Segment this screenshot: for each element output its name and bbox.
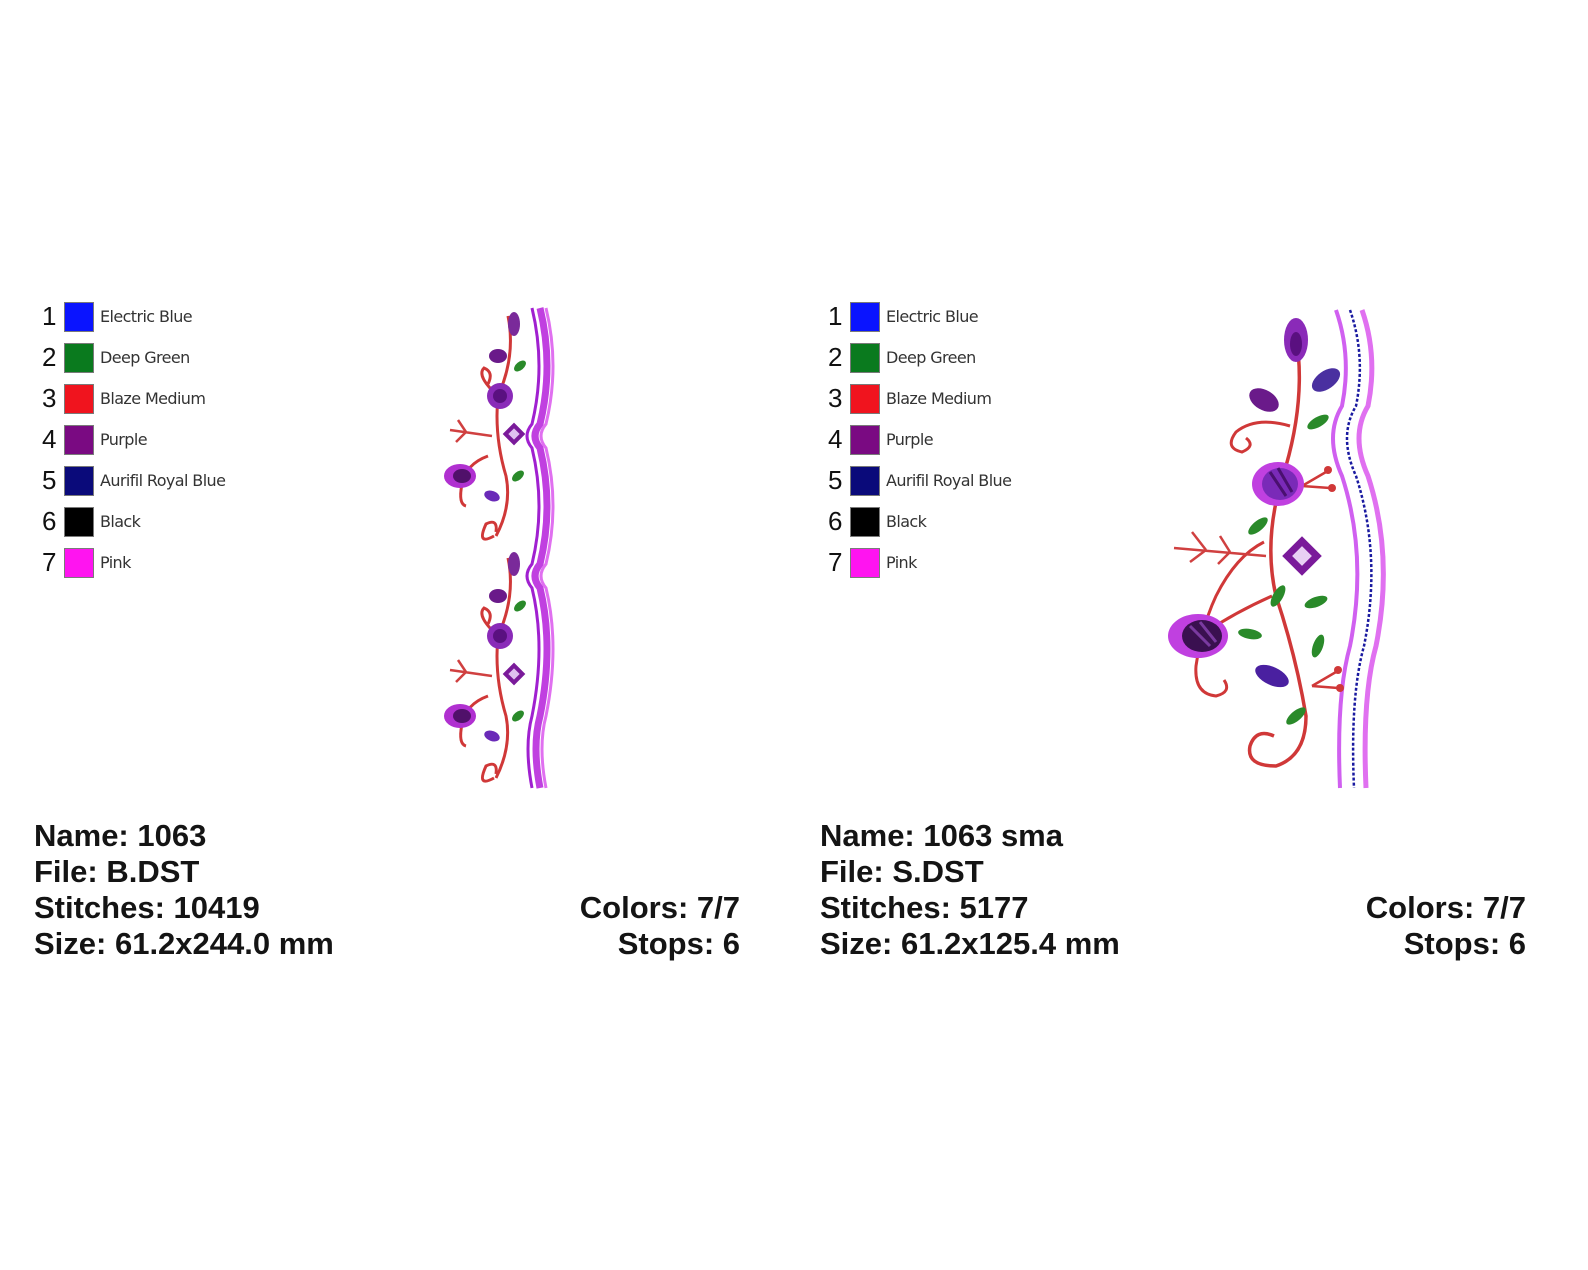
color-row: 2 Deep Green bbox=[828, 337, 1011, 378]
color-number: 4 bbox=[828, 424, 843, 454]
color-name: Black bbox=[100, 512, 141, 531]
design-colors-count: Colors: 7/7 bbox=[579, 890, 740, 925]
design-stitches: Stitches: 10419 bbox=[34, 890, 260, 925]
color-row: 7 Pink bbox=[828, 542, 1011, 583]
design-colors-count: Colors: 7/7 bbox=[1365, 890, 1526, 925]
color-row: 6 Black bbox=[42, 501, 225, 542]
design-name: Name: 1063 sma bbox=[820, 818, 1063, 853]
color-name: Pink bbox=[100, 553, 131, 572]
color-number: 1 bbox=[828, 301, 843, 331]
color-name: Aurifil Royal Blue bbox=[886, 471, 1012, 490]
color-list: 1 Electric Blue 2 Deep Green 3 Blaze Med… bbox=[42, 296, 226, 583]
design-size: Size: 61.2x125.4 mm bbox=[820, 926, 1120, 961]
design-stats: Colors: 7/7 Stops: 6 bbox=[1366, 890, 1526, 962]
color-name: Aurifil Royal Blue bbox=[100, 471, 226, 490]
color-swatch bbox=[64, 547, 94, 578]
color-number: 6 bbox=[828, 506, 843, 536]
color-row: 4 Purple bbox=[828, 419, 1011, 460]
design-name: Name: 1063 bbox=[34, 818, 207, 853]
color-row: 3 Blaze Medium bbox=[828, 378, 1011, 419]
embroidery-design-preview bbox=[1168, 309, 1386, 789]
color-name: Purple bbox=[886, 430, 934, 449]
color-row: 1 Electric Blue bbox=[42, 296, 225, 337]
color-number: 3 bbox=[42, 383, 57, 413]
color-name: Electric Blue bbox=[886, 307, 979, 326]
color-swatch bbox=[850, 547, 880, 578]
design-info: Name: 1063 sma File: S.DST Stitches: 517… bbox=[820, 818, 1120, 962]
color-number: 5 bbox=[828, 465, 843, 495]
color-swatch bbox=[64, 383, 94, 414]
color-name: Purple bbox=[100, 430, 148, 449]
design-info: Name: 1063 File: B.DST Stitches: 10419 S… bbox=[34, 818, 334, 962]
design-size: Size: 61.2x244.0 mm bbox=[34, 926, 334, 961]
color-row: 7 Pink bbox=[42, 542, 225, 583]
color-name: Electric Blue bbox=[100, 307, 193, 326]
color-swatch bbox=[850, 465, 880, 496]
design-panel-left: 1 Electric Blue 2 Deep Green 3 Blaze Med… bbox=[0, 0, 760, 1270]
design-stops: Stops: 6 bbox=[617, 926, 740, 961]
color-row: 3 Blaze Medium bbox=[42, 378, 225, 419]
color-number: 2 bbox=[828, 342, 843, 372]
color-number: 7 bbox=[42, 547, 57, 577]
color-list: 1 Electric Blue 2 Deep Green 3 Blaze Med… bbox=[828, 296, 1012, 583]
embroidery-design-preview bbox=[444, 307, 555, 789]
color-number: 3 bbox=[828, 383, 843, 413]
color-name: Blaze Medium bbox=[886, 389, 992, 408]
color-swatch bbox=[64, 424, 94, 455]
color-number: 4 bbox=[42, 424, 57, 454]
color-name: Deep Green bbox=[100, 348, 190, 367]
color-row: 4 Purple bbox=[42, 419, 225, 460]
design-panel-right: 1 Electric Blue 2 Deep Green 3 Blaze Med… bbox=[786, 0, 1546, 1270]
color-number: 7 bbox=[828, 547, 843, 577]
color-name: Pink bbox=[886, 553, 917, 572]
color-swatch bbox=[850, 383, 880, 414]
color-swatch bbox=[850, 506, 880, 537]
color-row: 6 Black bbox=[828, 501, 1011, 542]
color-number: 2 bbox=[42, 342, 57, 372]
color-number: 6 bbox=[42, 506, 57, 536]
color-number: 1 bbox=[42, 301, 57, 331]
color-number: 5 bbox=[42, 465, 57, 495]
color-swatch bbox=[64, 506, 94, 537]
color-row: 1 Electric Blue bbox=[828, 296, 1011, 337]
color-name: Deep Green bbox=[886, 348, 976, 367]
color-swatch bbox=[64, 301, 94, 332]
color-row: 2 Deep Green bbox=[42, 337, 225, 378]
color-swatch bbox=[64, 465, 94, 496]
design-stops: Stops: 6 bbox=[1403, 926, 1526, 961]
design-file: File: B.DST bbox=[34, 854, 200, 889]
color-swatch bbox=[850, 301, 880, 332]
color-row: 5 Aurifil Royal Blue bbox=[42, 460, 226, 501]
design-file: File: S.DST bbox=[820, 854, 984, 889]
color-swatch bbox=[64, 342, 94, 373]
color-name: Blaze Medium bbox=[100, 389, 206, 408]
color-row: 5 Aurifil Royal Blue bbox=[828, 460, 1012, 501]
design-stitches: Stitches: 5177 bbox=[820, 890, 1029, 925]
color-swatch bbox=[850, 424, 880, 455]
color-name: Black bbox=[886, 512, 927, 531]
design-stats: Colors: 7/7 Stops: 6 bbox=[580, 890, 740, 962]
color-swatch bbox=[850, 342, 880, 373]
